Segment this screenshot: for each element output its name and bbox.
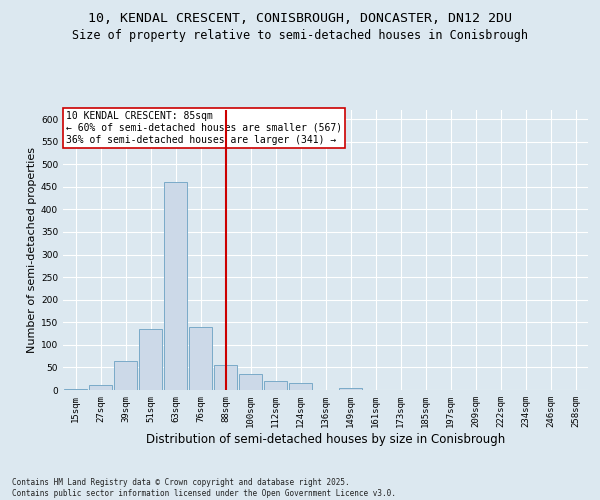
Bar xyxy=(114,360,137,390)
Bar xyxy=(64,389,87,390)
Bar xyxy=(214,365,237,390)
Bar xyxy=(89,386,112,390)
Text: Size of property relative to semi-detached houses in Conisbrough: Size of property relative to semi-detach… xyxy=(72,29,528,42)
Text: 10 KENDAL CRESCENT: 85sqm
← 60% of semi-detached houses are smaller (567)
36% of: 10 KENDAL CRESCENT: 85sqm ← 60% of semi-… xyxy=(65,112,342,144)
Bar xyxy=(239,374,262,390)
Y-axis label: Number of semi-detached properties: Number of semi-detached properties xyxy=(27,147,37,353)
Text: 10, KENDAL CRESCENT, CONISBROUGH, DONCASTER, DN12 2DU: 10, KENDAL CRESCENT, CONISBROUGH, DONCAS… xyxy=(88,12,512,26)
X-axis label: Distribution of semi-detached houses by size in Conisbrough: Distribution of semi-detached houses by … xyxy=(146,432,505,446)
Bar xyxy=(289,383,312,390)
Bar xyxy=(189,327,212,390)
Text: Contains HM Land Registry data © Crown copyright and database right 2025.
Contai: Contains HM Land Registry data © Crown c… xyxy=(12,478,396,498)
Bar xyxy=(164,182,187,390)
Bar xyxy=(139,329,162,390)
Bar xyxy=(339,388,362,390)
Bar xyxy=(264,381,287,390)
